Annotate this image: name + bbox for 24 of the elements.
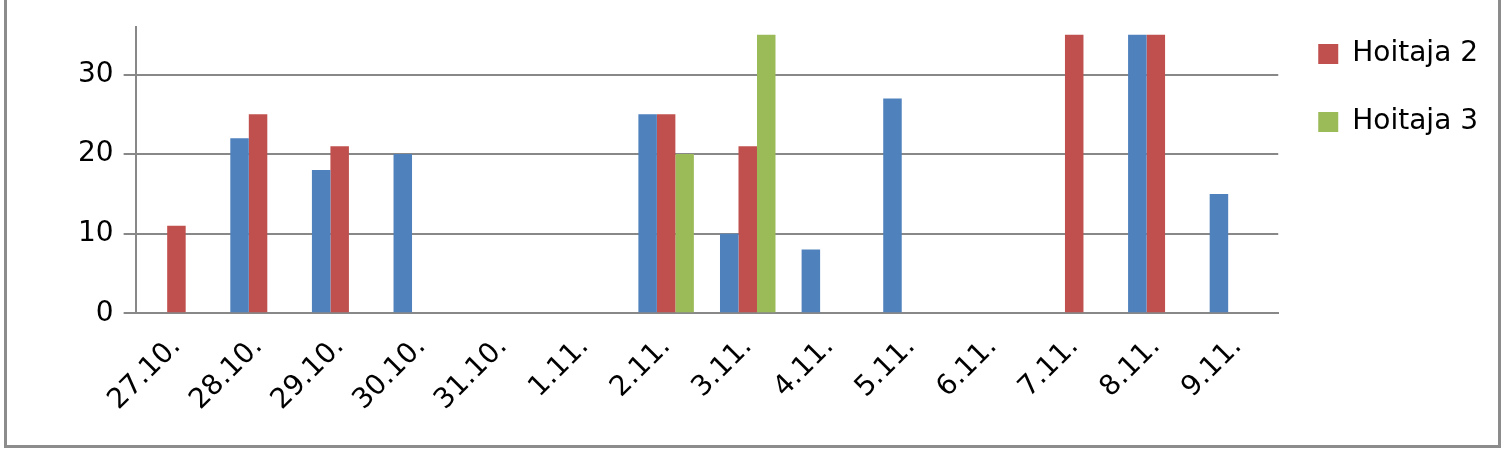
- bar: [393, 154, 413, 313]
- bar: [1128, 34, 1147, 313]
- bar: [167, 225, 186, 313]
- bar: [248, 114, 268, 313]
- y-tick-label: 30: [77, 55, 114, 89]
- bar: [1209, 193, 1229, 313]
- bar: [330, 146, 349, 313]
- bar: [656, 114, 676, 313]
- y-tick-label: 20: [77, 135, 114, 169]
- bar: [738, 146, 757, 313]
- legend-label: Hoitaja 2: [1352, 35, 1479, 69]
- y-tick-label: 0: [95, 294, 114, 328]
- bar: [1064, 34, 1084, 313]
- y-tick-label: 10: [77, 214, 114, 248]
- bar: [883, 98, 902, 313]
- bar: [230, 138, 249, 313]
- bar: [720, 233, 739, 313]
- bar: [1146, 34, 1166, 313]
- bar: [757, 34, 776, 313]
- bar: [675, 154, 694, 313]
- bar: [311, 170, 331, 313]
- bar: [801, 249, 821, 313]
- bar: [638, 114, 657, 313]
- legend-label: Hoitaja 3: [1352, 103, 1479, 137]
